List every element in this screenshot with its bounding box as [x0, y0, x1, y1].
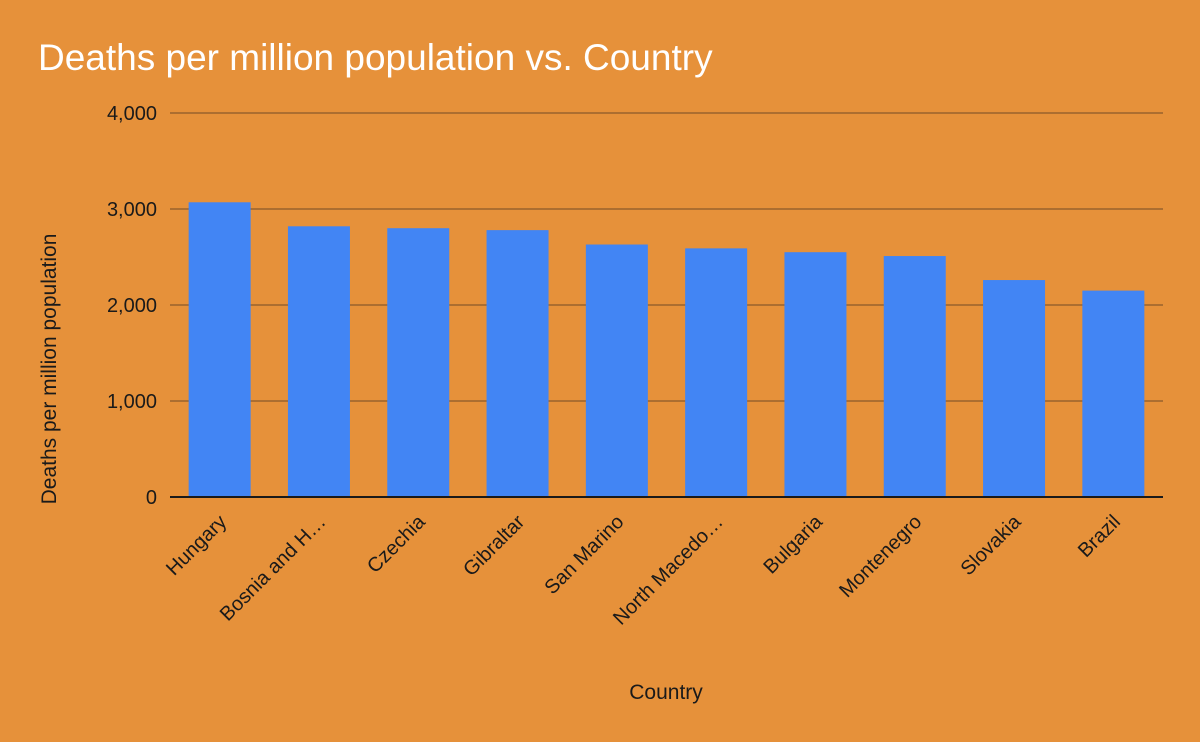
bar: [486, 230, 549, 497]
y-axis-title: Deaths per million population: [38, 234, 61, 505]
bar: [387, 228, 450, 497]
bar: [287, 226, 350, 497]
y-axis-ticks: 0 1,000 2,000 3,000 4,000: [107, 103, 157, 509]
bar: [188, 202, 251, 497]
y-tick-label: 4,000: [107, 103, 157, 125]
y-tick-label: 1,000: [107, 391, 157, 413]
x-axis-title: Country: [629, 681, 703, 704]
bar: [883, 256, 946, 497]
bar: [983, 280, 1046, 497]
y-tick-label: 0: [146, 487, 157, 509]
bar: [784, 252, 847, 497]
bars: [188, 202, 1145, 497]
bar: [585, 244, 648, 497]
y-tick-label: 2,000: [107, 295, 157, 317]
y-tick-label: 3,000: [107, 199, 157, 221]
bar: [1082, 290, 1145, 497]
chart-title: Deaths per million population vs. Countr…: [38, 37, 713, 78]
bar: [685, 248, 748, 497]
